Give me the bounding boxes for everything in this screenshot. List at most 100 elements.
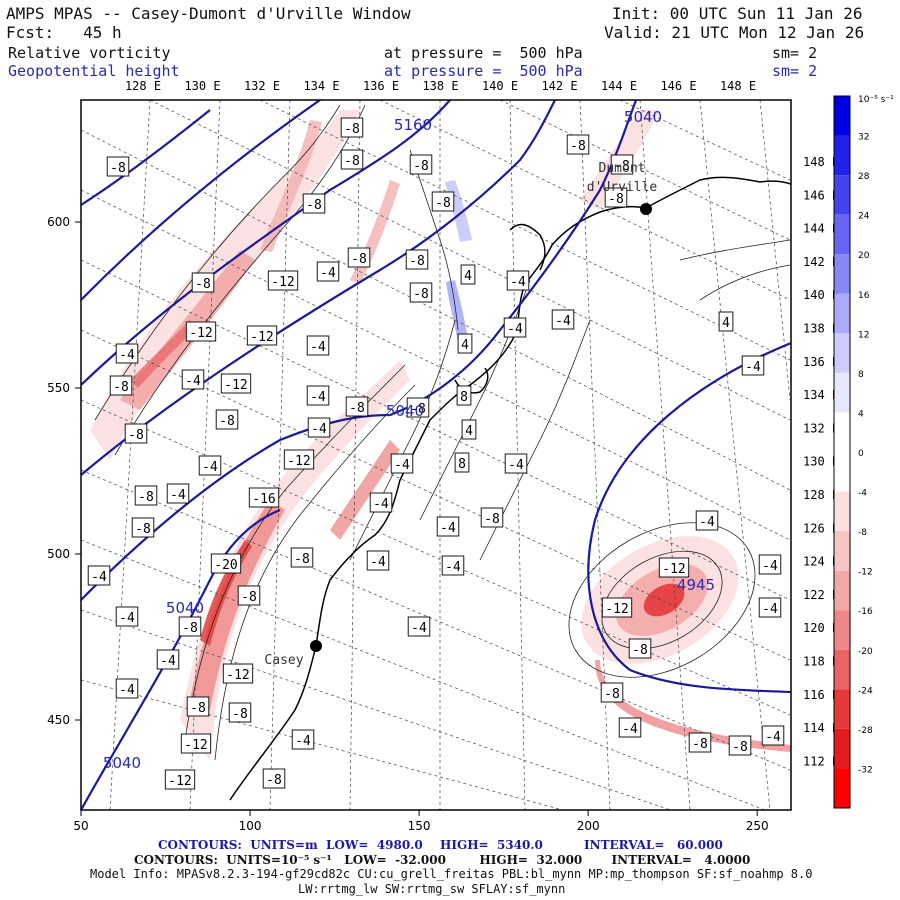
vorticity-label: -8 xyxy=(345,396,369,417)
top-longitude-label: 136 E xyxy=(363,79,399,93)
dumont-durville-label: d'Urville xyxy=(587,180,658,195)
colorbar-swatch xyxy=(834,531,850,571)
vorticity-label: -8 xyxy=(262,768,286,789)
colorbar-label: -16 xyxy=(858,607,873,617)
svg-text:4: 4 xyxy=(464,269,472,284)
vorticity-label: -4 xyxy=(307,417,331,438)
field2-name: Geopotential height xyxy=(8,62,180,80)
vorticity-label: -8 xyxy=(228,702,252,723)
svg-text:-4: -4 xyxy=(507,322,523,337)
vorticity-label: -8 xyxy=(566,134,590,155)
svg-text:-8: -8 xyxy=(110,161,126,176)
vorticity-label: -4 xyxy=(504,453,528,474)
vorticity-contour-labels: -8 -8 -8 -8 -8 -8 -8 -8 -8 -8 -12 -4 -8 -8 -8 4 -4 4 -12 -1… xyxy=(87,117,785,790)
svg-text:-4: -4 xyxy=(762,559,778,574)
svg-text:-8: -8 xyxy=(232,707,248,722)
colorbar-label: 12 xyxy=(858,330,869,340)
svg-text:-4: -4 xyxy=(170,488,186,503)
top-longitude-label: 132 E xyxy=(244,79,280,93)
svg-text:-4: -4 xyxy=(370,555,386,570)
colorbar-label: -8 xyxy=(858,528,867,538)
right-longitude-label: 142 E xyxy=(803,255,839,269)
svg-text:-12: -12 xyxy=(662,562,685,577)
top-longitude-label: 144 E xyxy=(601,79,637,93)
vorticity-label: -8 xyxy=(302,193,326,214)
vorticity-colorbar: 10⁻⁵ s⁻¹ 32 28 24 20 16 12 8 4 0 -4 -8 -12 -16 -20 -24 -… xyxy=(833,95,894,809)
vorticity-label: -8 xyxy=(186,696,210,717)
right-longitude-label: 120 E xyxy=(803,621,839,635)
casey-label: Casey xyxy=(264,653,303,668)
height-contour-label: 5040 xyxy=(166,599,204,617)
vorticity-label: -12 xyxy=(220,373,252,394)
height-contour-label: 5160 xyxy=(394,116,432,134)
svg-text:-8: -8 xyxy=(294,552,310,567)
x-tick-label: 200 xyxy=(577,819,600,833)
height-contour-labels: 5160 5040 5040 5040 5040 4945 xyxy=(103,108,715,772)
right-longitude-label: 130 E xyxy=(803,455,839,469)
right-longitude-label: 114 E xyxy=(803,721,839,735)
svg-text:-8: -8 xyxy=(570,139,586,154)
svg-text:-12: -12 xyxy=(287,454,310,469)
top-longitude-label: 138 E xyxy=(422,79,458,93)
vorticity-label: -4 xyxy=(761,725,785,746)
colorbar-label: 28 xyxy=(858,172,870,182)
x-tick-label: 250 xyxy=(746,819,769,833)
right-longitude-label: 116 E xyxy=(803,688,839,702)
svg-text:-8: -8 xyxy=(413,159,429,174)
height-contour-label: 4945 xyxy=(677,576,715,594)
svg-text:-4: -4 xyxy=(699,515,715,530)
vorticity-label: -8 xyxy=(406,397,430,418)
vorticity-label: -12 xyxy=(283,449,315,470)
svg-text:-8: -8 xyxy=(219,414,235,429)
colorbar-label: -24 xyxy=(858,686,873,696)
right-longitude-label: 140 E xyxy=(803,288,839,302)
colorbar-swatch xyxy=(834,728,850,769)
x-axis: 50 100 150 200 250 xyxy=(73,810,769,833)
top-longitude-label: 130 E xyxy=(184,79,220,93)
svg-text:-4: -4 xyxy=(440,521,456,536)
svg-text:8: 8 xyxy=(460,390,468,405)
svg-text:-4: -4 xyxy=(555,314,571,329)
footer-height-interval: INTERVAL= 60.000 xyxy=(584,838,723,852)
svg-text:-12: -12 xyxy=(226,668,249,683)
svg-text:-8: -8 xyxy=(632,643,648,658)
right-longitude-label: 122 E xyxy=(803,588,839,602)
vorticity-label: -4 xyxy=(87,565,111,586)
footer-model-info: Model Info: MPASv8.2.3-194-gf29cd82c CU:… xyxy=(90,867,813,881)
footer-height-high: HIGH= 5340.0 xyxy=(440,838,543,852)
vorticity-label: -8 xyxy=(480,507,504,528)
vorticity-label: -12 xyxy=(222,663,254,684)
dumont-durville-marker xyxy=(640,203,652,215)
field2-smooth: sm= 2 xyxy=(772,62,818,80)
svg-text:-8: -8 xyxy=(241,590,257,605)
right-longitude-labels: 148 E 146 E 144 E 142 E 140 E 138 E 136 E 134 E… xyxy=(803,155,839,768)
svg-text:-8: -8 xyxy=(344,122,360,137)
svg-text:8: 8 xyxy=(458,457,466,472)
vorticity-label: -4 xyxy=(441,555,465,576)
colorbar-swatch xyxy=(834,649,850,690)
top-longitude-label: 148 E xyxy=(720,79,756,93)
valid-time: Valid: 21 UTC Mon 12 Jan 26 xyxy=(604,23,865,42)
right-longitude-label: 118 E xyxy=(803,655,839,669)
vorticity-label: 8 xyxy=(454,452,470,473)
svg-text:-4: -4 xyxy=(745,360,761,375)
colorbar-swatch xyxy=(834,175,850,215)
vorticity-label: -4 xyxy=(758,554,782,575)
y-axis: 600 550 500 450 xyxy=(47,215,81,727)
colorbar-swatch xyxy=(834,254,850,294)
vorticity-label: 4 xyxy=(461,419,477,440)
svg-text:-8: -8 xyxy=(190,701,206,716)
svg-text:-4: -4 xyxy=(295,734,311,749)
svg-text:-8: -8 xyxy=(732,740,748,755)
svg-text:-4: -4 xyxy=(119,683,135,698)
vorticity-label: -8 xyxy=(604,187,628,208)
svg-text:-4: -4 xyxy=(394,458,410,473)
right-longitude-label: 146 E xyxy=(803,188,839,202)
svg-text:4: 4 xyxy=(465,424,473,439)
svg-text:-12: -12 xyxy=(250,330,273,345)
svg-text:-8: -8 xyxy=(604,687,620,702)
vorticity-label: -8 xyxy=(409,154,433,175)
vorticity-label: 4 xyxy=(718,311,734,332)
vorticity-label: -4 xyxy=(436,516,460,537)
vorticity-label: -20 xyxy=(210,553,242,574)
